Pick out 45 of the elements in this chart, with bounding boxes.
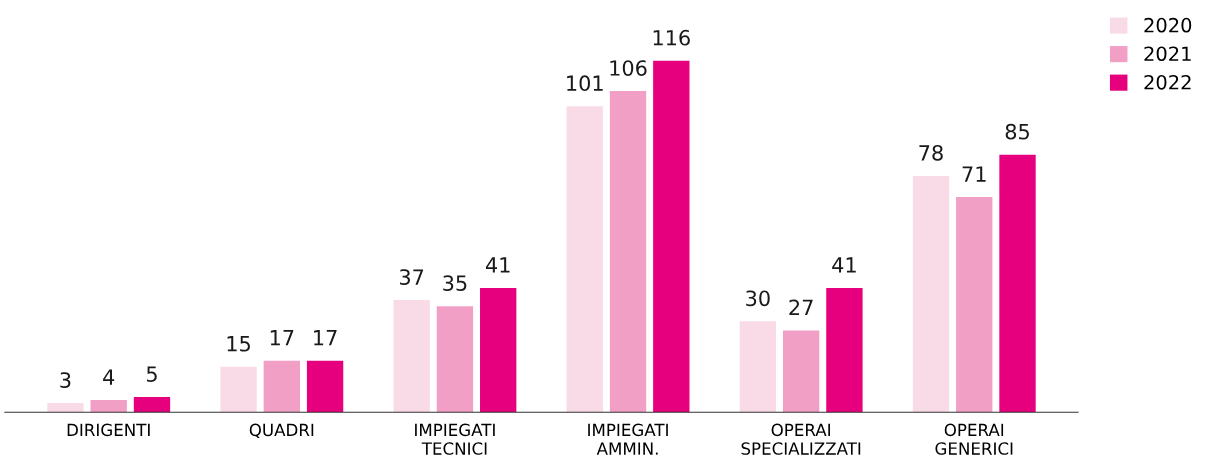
data-label: 116 <box>653 29 690 46</box>
x-tick-label: OPERAI SPECIALIZZATI <box>741 423 861 455</box>
bar <box>739 321 777 413</box>
bar <box>480 287 517 413</box>
legend-label: 2021 <box>1144 46 1191 62</box>
bar <box>306 360 344 413</box>
data-label: 17 <box>270 330 294 346</box>
data-label: 78 <box>919 144 943 161</box>
data-label: 35 <box>443 275 467 292</box>
data-label: 15 <box>227 336 250 352</box>
bar <box>263 360 300 413</box>
x-tick-label: QUADRI <box>249 423 314 439</box>
x-tick-label: IMPIEGATI AMMIN. <box>588 423 668 455</box>
bar <box>999 154 1036 413</box>
bar <box>393 300 430 413</box>
data-label: 5 <box>146 366 157 382</box>
legend-label: 2022 <box>1144 74 1191 90</box>
bar <box>220 366 257 413</box>
data-label: 101 <box>567 75 603 92</box>
bar <box>566 106 603 413</box>
data-label: 37 <box>399 269 424 285</box>
data-label: 30 <box>746 290 770 307</box>
bar <box>47 403 84 413</box>
bar <box>912 175 950 413</box>
data-label: 41 <box>485 257 510 273</box>
bar <box>609 91 647 413</box>
data-label: 4 <box>103 369 115 385</box>
bar <box>436 306 474 413</box>
bar <box>782 330 820 413</box>
data-label: 71 <box>962 166 986 182</box>
data-label: 106 <box>610 60 647 76</box>
data-label: 17 <box>314 330 337 346</box>
data-label: 85 <box>1005 123 1029 140</box>
bar <box>826 287 863 413</box>
bar <box>90 400 127 413</box>
bar <box>653 60 690 413</box>
data-label: 41 <box>832 257 856 273</box>
bar <box>133 397 171 413</box>
x-tick-label: IMPIEGATI TECNICI <box>415 423 495 455</box>
x-tick-label: DIRIGENTI <box>67 423 150 437</box>
data-label: 27 <box>789 299 813 315</box>
x-tick-label: OPERAI GENERICI <box>935 423 1013 455</box>
bar <box>956 197 993 413</box>
data-label: 3 <box>60 372 71 388</box>
legend-label: 2020 <box>1144 17 1192 33</box>
